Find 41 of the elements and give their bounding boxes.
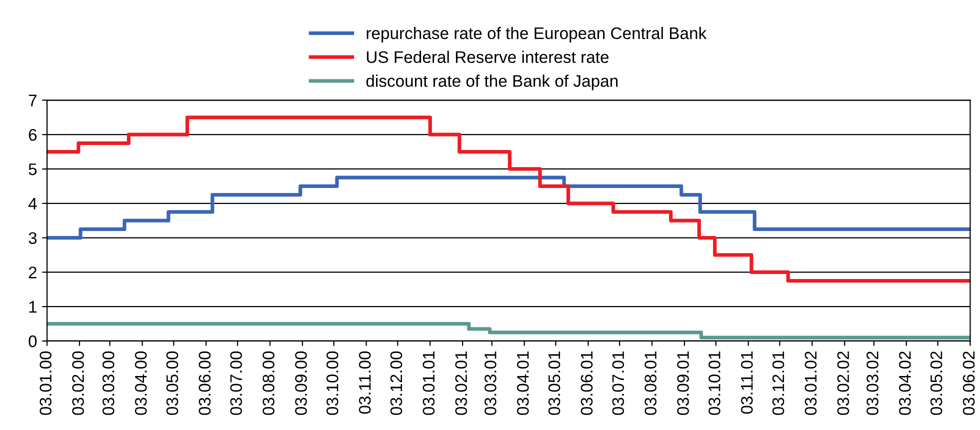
x-tick-label: 03.11.01 [740,352,753,414]
x-tick-label: 03.12.00 [390,351,402,415]
x-tick-label: 03.01.00 [40,351,52,415]
x-tick-label: 03.02.00 [72,351,84,415]
x-tick-label: 03.08.01 [644,352,656,415]
legend-label: discount rate of the Bank of Japan [366,74,618,90]
x-tick-label: 03.06.00 [198,351,211,415]
x-tick-label: 03.03.00 [102,351,114,415]
y-tick-label: 1 [29,301,37,313]
x-tick-label: 03.04.00 [134,351,147,415]
x-tick-label: 03.12.01 [772,352,784,415]
x-tick-label: 03.06.02 [962,352,975,415]
y-tick-label: 3 [28,232,37,244]
x-tick-label: 03.08.00 [262,351,274,415]
x-tick-label: 03.06.01 [580,352,593,415]
legend-label: US Federal Reserve interest rate [366,50,609,64]
x-tick-label: 03.05.00 [166,351,178,415]
y-tick-label: 4 [28,198,37,210]
x-tick-label: 03.11.00 [358,351,371,414]
x-tick-label: 03.10.00 [326,351,338,415]
y-tick-label: 7 [28,94,36,106]
y-tick-label: 6 [28,128,37,141]
x-tick-label: 03.05.01 [548,352,560,415]
x-tick-label: 03.04.01 [516,352,529,415]
x-tick-label: 03.03.01 [484,352,496,415]
x-tick-label: 03.02.01 [455,352,468,415]
x-tick-label: 03.09.00 [295,351,307,415]
x-tick-label: 03.09.01 [677,352,689,415]
y-tick-label: 0 [28,335,37,348]
x-tick-label: 03.01.01 [422,352,435,415]
y-tick-label: 2 [28,266,36,278]
x-tick-label: 03.05.02 [930,352,942,415]
x-tick-label: 03.02.02 [837,352,850,415]
x-tick-label: 03.07.00 [230,351,242,415]
x-tick-label: 03.03.02 [866,352,878,415]
x-tick-label: 03.10.01 [708,352,720,415]
legend-label: repurchase rate of the European Central Bank [366,26,707,42]
y-tick-label: 5 [28,164,37,176]
x-tick-label: 03.04.02 [899,352,911,415]
x-tick-label: 03.01.02 [804,352,817,415]
x-tick-label: 03.07.01 [612,352,624,415]
